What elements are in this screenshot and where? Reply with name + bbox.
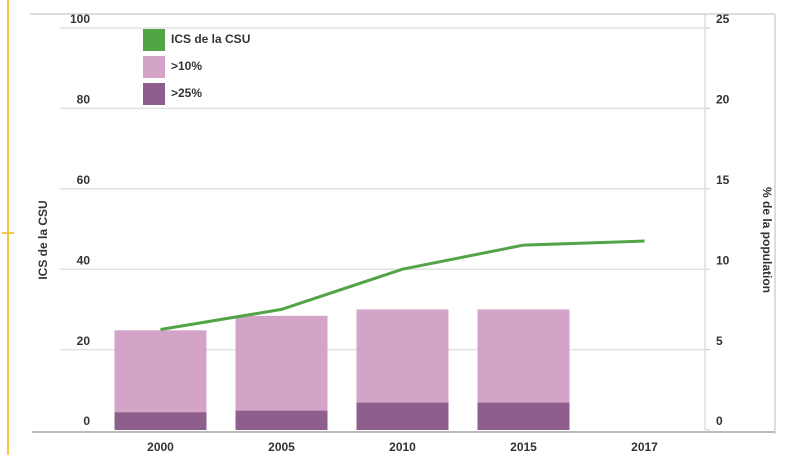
bar xyxy=(235,410,328,430)
y2-tick-label: 10 xyxy=(716,253,730,267)
y2-tick-label: 15 xyxy=(716,173,730,187)
legend-swatch xyxy=(143,29,165,51)
y2-tick-label: 5 xyxy=(716,334,723,348)
x-tick-label: 2017 xyxy=(631,440,658,454)
y-tick-label: 40 xyxy=(77,253,91,267)
bar xyxy=(114,412,207,430)
bar xyxy=(356,402,449,430)
y2-tick-label: 0 xyxy=(716,414,723,428)
y2-tick-label: 20 xyxy=(716,93,730,107)
y2-axis-label: % de la population xyxy=(760,187,774,293)
legend-label: >10% xyxy=(171,59,202,73)
legend-swatch xyxy=(143,83,165,105)
y-tick-label: 20 xyxy=(77,334,91,348)
y-axis-label: ICS de la CSU xyxy=(36,200,50,279)
legend-label: ICS de la CSU xyxy=(171,32,250,46)
y-tick-label: 80 xyxy=(77,93,91,107)
legend-label: >25% xyxy=(171,86,202,100)
line xyxy=(160,239,645,331)
x-tick-label: 2000 xyxy=(147,440,174,454)
bar xyxy=(477,402,570,430)
y-tick-label: 100 xyxy=(70,12,90,26)
x-tick-label: 2010 xyxy=(389,440,416,454)
x-tick-label: 2015 xyxy=(510,440,537,454)
legend-swatch xyxy=(143,56,165,78)
x-tick-label: 2005 xyxy=(268,440,295,454)
y-tick-label: 60 xyxy=(77,173,91,187)
y-tick-label: 0 xyxy=(83,414,90,428)
y2-tick-label: 25 xyxy=(716,12,730,26)
